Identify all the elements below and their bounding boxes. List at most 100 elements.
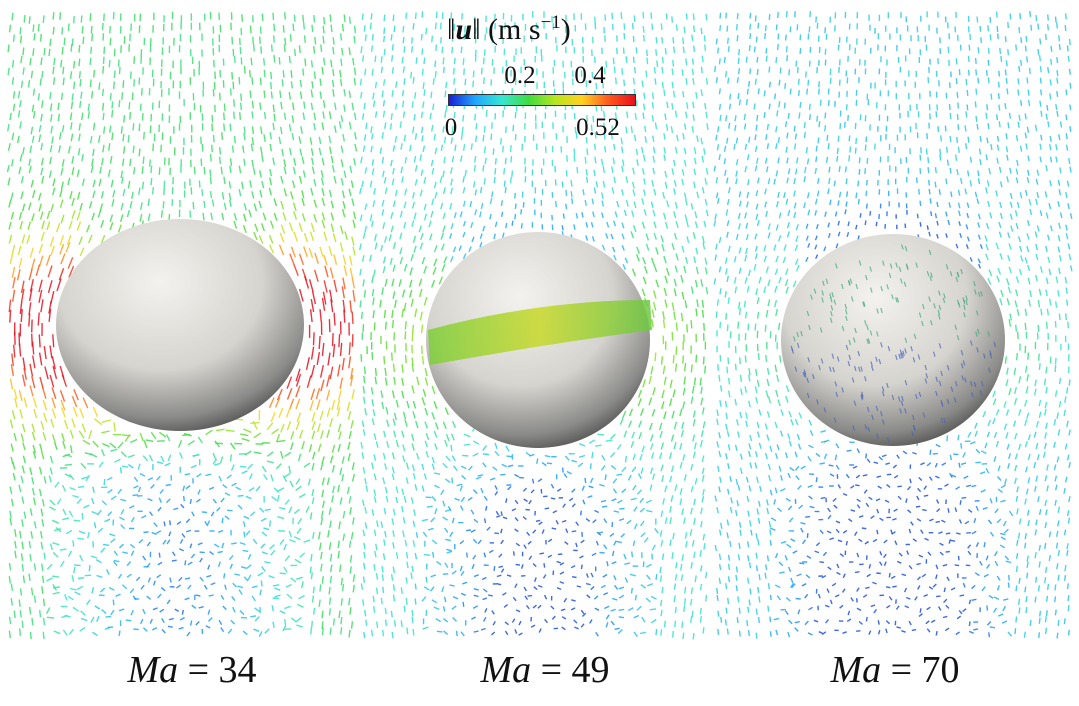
velocity-arrow bbox=[20, 55, 23, 64]
velocity-arrow bbox=[692, 101, 695, 109]
velocity-arrow bbox=[846, 449, 852, 452]
velocity-arrow bbox=[596, 531, 602, 536]
surface-velocity-arrow bbox=[875, 405, 879, 412]
velocity-arrow bbox=[401, 505, 404, 513]
velocity-arrow bbox=[738, 267, 742, 274]
velocity-arrow bbox=[1013, 367, 1017, 376]
velocity-arrow bbox=[77, 147, 81, 156]
velocity-arrow bbox=[669, 517, 672, 525]
velocity-arrow bbox=[351, 462, 355, 471]
velocity-arrow bbox=[243, 515, 250, 520]
velocity-arrow bbox=[295, 616, 302, 623]
velocity-arrow bbox=[1035, 576, 1038, 583]
velocity-arrow bbox=[1057, 619, 1060, 626]
velocity-arrow bbox=[373, 269, 376, 277]
velocity-arrow bbox=[259, 170, 262, 178]
velocity-arrow bbox=[796, 573, 802, 577]
velocity-arrow bbox=[1027, 89, 1030, 96]
velocity-arrow bbox=[43, 412, 48, 423]
velocity-arrow bbox=[28, 158, 32, 166]
velocity-arrow bbox=[384, 619, 388, 626]
velocity-arrow bbox=[18, 484, 22, 493]
velocity-arrow bbox=[916, 576, 921, 581]
velocity-arrow bbox=[700, 386, 703, 395]
velocity-arrow bbox=[49, 499, 56, 506]
velocity-arrow bbox=[451, 570, 457, 575]
velocity-arrow bbox=[790, 538, 796, 542]
velocity-arrow bbox=[908, 565, 913, 570]
velocity-arrow bbox=[875, 221, 878, 227]
velocity-arrow bbox=[800, 522, 806, 525]
velocity-arrow bbox=[352, 574, 356, 582]
velocity-arrow bbox=[402, 289, 406, 298]
velocity-arrow bbox=[858, 620, 863, 625]
velocity-arrow bbox=[52, 542, 60, 546]
velocity-arrow bbox=[68, 265, 75, 278]
velocity-arrow bbox=[1057, 506, 1061, 513]
velocity-arrow bbox=[956, 136, 959, 143]
velocity-arrow bbox=[272, 157, 275, 166]
velocity-arrow bbox=[1065, 287, 1068, 294]
velocity-arrow bbox=[364, 609, 367, 617]
velocity-arrow bbox=[32, 451, 37, 459]
velocity-arrow bbox=[38, 255, 44, 267]
velocity-arrow bbox=[295, 368, 301, 382]
velocity-arrow bbox=[1045, 422, 1048, 430]
velocity-arrow bbox=[360, 441, 364, 449]
velocity-arrow bbox=[926, 225, 929, 230]
velocity-arrow bbox=[1016, 201, 1020, 209]
velocity-arrow bbox=[39, 211, 44, 220]
velocity-arrow bbox=[305, 357, 310, 371]
velocity-arrow bbox=[779, 571, 785, 574]
velocity-arrow bbox=[614, 584, 619, 590]
velocity-arrow bbox=[399, 210, 403, 218]
velocity-arrow bbox=[395, 440, 399, 448]
velocity-arrow bbox=[1009, 213, 1013, 220]
velocity-arrow bbox=[351, 389, 355, 400]
velocity-arrow bbox=[80, 15, 83, 23]
velocity-arrow bbox=[305, 505, 310, 513]
velocity-arrow bbox=[370, 387, 374, 395]
velocity-arrow bbox=[669, 475, 673, 483]
velocity-arrow bbox=[211, 123, 214, 132]
velocity-arrow bbox=[472, 538, 478, 544]
velocity-arrow bbox=[449, 202, 453, 210]
velocity-arrow bbox=[288, 222, 294, 232]
velocity-arrow bbox=[430, 159, 434, 167]
velocity-arrow bbox=[304, 275, 310, 289]
velocity-arrow bbox=[239, 102, 242, 110]
velocity-arrow bbox=[372, 409, 376, 417]
velocity-arrow bbox=[379, 299, 382, 308]
velocity-arrow bbox=[806, 555, 812, 559]
velocity-arrow bbox=[505, 445, 510, 452]
velocity-arrow bbox=[632, 56, 635, 63]
velocity-arrow bbox=[660, 442, 665, 450]
velocity-arrow bbox=[747, 179, 750, 186]
velocity-arrow bbox=[128, 102, 131, 110]
velocity-arrow bbox=[90, 616, 95, 623]
velocity-arrow bbox=[713, 220, 717, 227]
velocity-arrow bbox=[21, 620, 24, 628]
velocity-arrow bbox=[514, 499, 519, 505]
velocity-arrow bbox=[41, 586, 44, 594]
velocity-arrow bbox=[530, 489, 535, 494]
velocity-arrow bbox=[746, 154, 750, 161]
velocity-arrow bbox=[161, 628, 166, 634]
velocity-arrow bbox=[611, 125, 614, 133]
velocity-arrow bbox=[498, 553, 503, 558]
velocity-arrow bbox=[276, 494, 280, 502]
velocity-arrow bbox=[886, 604, 891, 609]
velocity-arrow bbox=[1056, 70, 1059, 77]
velocity-arrow bbox=[401, 308, 404, 318]
velocity-arrow bbox=[641, 198, 645, 205]
velocity-arrow bbox=[621, 233, 625, 240]
velocity-arrow bbox=[990, 143, 993, 151]
velocity-arrow bbox=[376, 520, 379, 528]
velocity-arrow bbox=[21, 234, 26, 244]
velocity-arrow bbox=[842, 573, 846, 579]
velocity-arrow bbox=[1057, 201, 1060, 208]
velocity-arrow bbox=[280, 423, 285, 433]
velocity-arrow bbox=[21, 465, 25, 474]
velocity-arrow bbox=[757, 539, 760, 546]
velocity-arrow bbox=[452, 67, 455, 75]
